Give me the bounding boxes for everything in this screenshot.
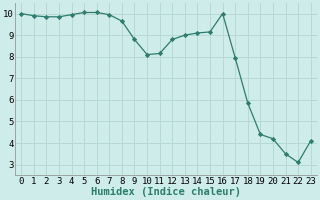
X-axis label: Humidex (Indice chaleur): Humidex (Indice chaleur) — [91, 187, 241, 197]
